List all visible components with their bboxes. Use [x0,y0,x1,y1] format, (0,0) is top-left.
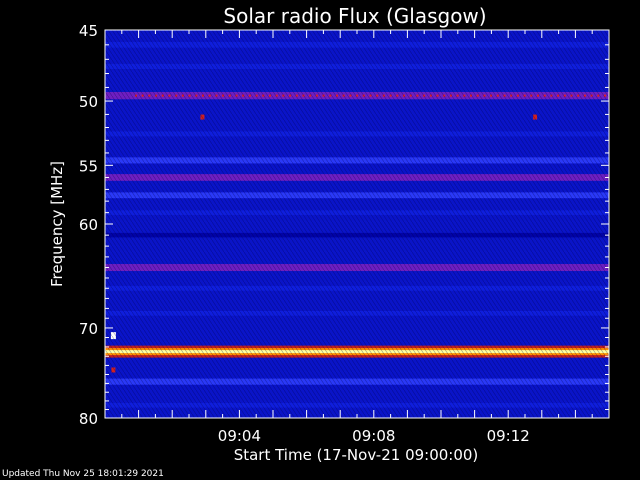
y-tick-label: 80 [79,410,98,428]
x-axis-ticks: 09:04 09:08 09:12 [121,30,593,445]
y-tick-label: 50 [79,93,98,111]
y-axis-ticks: 45 50 55 60 70 80 [79,22,609,428]
y-tick-label: 55 [79,157,98,175]
y-axis-label: Frequency [MHz] [48,161,66,287]
x-axis-label: Start Time (17-Nov-21 09:00:00) [234,446,479,464]
y-tick-label: 60 [79,216,98,234]
chart-title: Solar radio Flux (Glasgow) [223,4,486,28]
x-tick-label: 09:08 [352,427,395,445]
x-tick-label: 09:12 [487,427,530,445]
y-tick-label: 70 [79,320,98,338]
texture-overlay [105,30,609,418]
updated-timestamp: Updated Thu Nov 25 18:01:29 2021 [2,469,164,479]
x-tick-label: 09:04 [218,427,261,445]
y-tick-label: 45 [79,22,98,40]
